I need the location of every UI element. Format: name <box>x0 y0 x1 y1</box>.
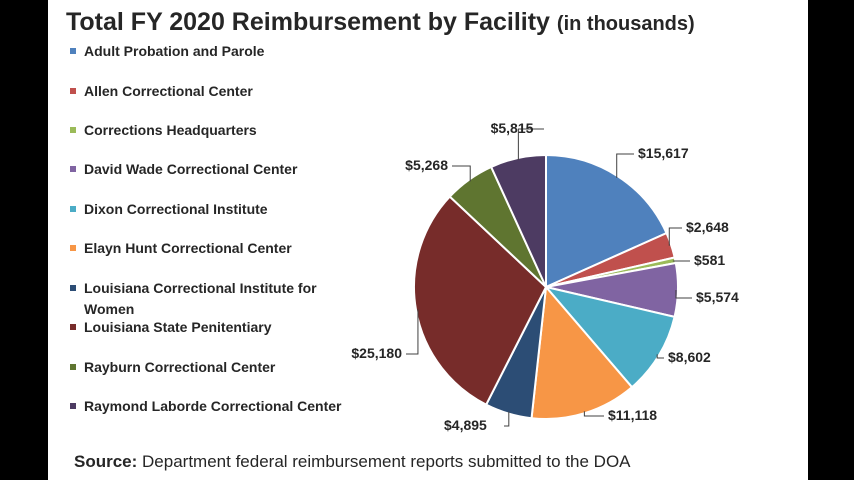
legend-swatch <box>70 88 76 94</box>
legend-label: Raymond Laborde Correctional Center <box>84 398 342 414</box>
source-note: Source: Department federal reimbursement… <box>74 452 804 472</box>
legend-label: Allen Correctional Center <box>84 83 253 99</box>
legend-swatch <box>70 127 76 133</box>
pie-slice <box>530 284 634 420</box>
legend-swatch <box>70 166 76 172</box>
legend-swatch <box>70 364 76 370</box>
data-label: $581 <box>694 252 725 268</box>
legend-swatch <box>70 324 76 330</box>
data-label: $4,895 <box>444 417 487 433</box>
legend-item: Rayburn Correctional Center <box>70 357 360 378</box>
legend-label: Corrections Headquarters <box>84 122 257 138</box>
legend-item: Raymond Laborde Correctional Center <box>70 396 360 417</box>
leader-line <box>504 411 510 427</box>
legend-item: Louisiana Correctional Institute for Wom… <box>70 278 360 320</box>
legend-swatch <box>70 285 76 291</box>
pie-slice <box>545 153 668 289</box>
legend-label: Louisiana State Penitentiary <box>84 319 272 335</box>
leader-line <box>616 153 634 178</box>
legend-item: Adult Probation and Parole <box>70 41 360 62</box>
chart-title-sub: (in thousands) <box>556 13 695 35</box>
data-label: $15,617 <box>638 145 689 161</box>
chart-panel: Total FY 2020 Reimbursement by Facility … <box>48 0 808 480</box>
leader-line <box>517 128 544 160</box>
legend-item: Corrections Headquarters <box>70 120 360 141</box>
legend-label: Adult Probation and Parole <box>84 43 265 59</box>
data-label: $8,602 <box>668 349 711 365</box>
data-label: $11,118 <box>608 407 657 423</box>
legend-swatch <box>70 48 76 54</box>
legend-label: Dixon Correctional Institute <box>84 201 268 217</box>
leader-line <box>452 165 471 182</box>
legend-label: Elayn Hunt Correctional Center <box>84 240 292 256</box>
data-label: $2,648 <box>686 219 729 235</box>
pie-slice <box>413 195 548 407</box>
data-label: $5,268 <box>405 157 448 173</box>
legend-label: Louisiana Correctional Institute for Wom… <box>84 280 317 317</box>
chart-title-main: Total FY 2020 Reimbursement by Facility <box>66 8 550 36</box>
legend-item: David Wade Correctional Center <box>70 159 360 180</box>
source-text: Department federal reimbursement reports… <box>142 452 631 471</box>
legend-item: Allen Correctional Center <box>70 81 360 102</box>
legend-item: Louisiana State Penitentiary <box>70 317 360 338</box>
chart-title: Total FY 2020 Reimbursement by Facility … <box>66 8 806 37</box>
legend-label: Rayburn Correctional Center <box>84 359 276 375</box>
leader-line <box>406 309 419 355</box>
legend-label: David Wade Correctional Center <box>84 161 298 177</box>
data-label: $5,815 <box>491 120 534 136</box>
legend-swatch <box>70 206 76 212</box>
source-label: Source: <box>74 452 138 471</box>
legend-item: Elayn Hunt Correctional Center <box>70 238 360 259</box>
leader-line <box>668 227 682 246</box>
legend-item: Dixon Correctional Institute <box>70 199 360 220</box>
legend-swatch <box>70 403 76 409</box>
data-label: $5,574 <box>696 289 739 305</box>
pie-slice <box>543 285 676 389</box>
data-label: $25,180 <box>351 345 402 361</box>
leader-line <box>675 289 692 299</box>
leader-line <box>583 411 604 417</box>
leader-line <box>656 354 664 359</box>
pie-chart: $15,617 $2,648 $581 $5,574 $8,602 $11,118 $4,8… <box>351 120 739 433</box>
legend-swatch <box>70 245 76 251</box>
